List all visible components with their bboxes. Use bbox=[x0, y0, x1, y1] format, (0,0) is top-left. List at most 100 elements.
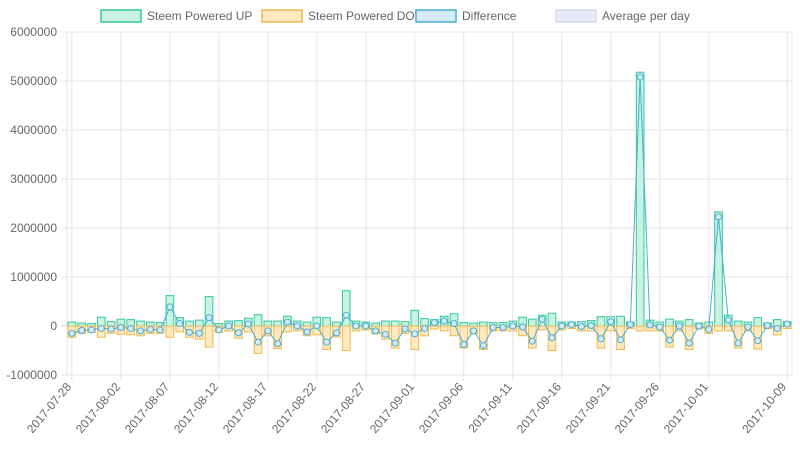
bar-up bbox=[136, 320, 145, 327]
x-tick-label: 2017-09-06 bbox=[416, 380, 466, 436]
difference-point bbox=[205, 314, 213, 322]
bar-down bbox=[341, 325, 351, 351]
legend-swatch-up bbox=[100, 9, 142, 23]
bar-up bbox=[420, 318, 429, 327]
difference-point bbox=[283, 318, 291, 326]
x-tick-label: 2017-09-11 bbox=[465, 380, 515, 436]
difference-point bbox=[666, 336, 674, 344]
difference-point bbox=[558, 322, 566, 330]
x-tick-label: 2017-08-17 bbox=[220, 380, 270, 436]
difference-point bbox=[401, 325, 409, 333]
difference-point bbox=[254, 338, 262, 346]
difference-point bbox=[225, 322, 233, 330]
y-tick-label: 5000000 bbox=[10, 74, 57, 88]
y-tick-label: -1000000 bbox=[6, 368, 57, 382]
legend-label-up: Steem Powered UP bbox=[147, 9, 252, 23]
difference-point bbox=[234, 329, 242, 337]
legend-label-down: Steem Powered DOWN bbox=[308, 9, 435, 23]
bar-up bbox=[253, 314, 263, 327]
bar-up bbox=[263, 320, 273, 327]
x-tick-label: 2017-09-21 bbox=[563, 380, 613, 436]
difference-point bbox=[274, 340, 282, 348]
bar-up bbox=[273, 320, 282, 327]
difference-point bbox=[293, 322, 301, 330]
bar-up bbox=[547, 312, 557, 327]
x-tick-label: 2017-09-16 bbox=[514, 380, 564, 436]
difference-point bbox=[607, 318, 615, 326]
legend-swatch-diff bbox=[415, 9, 457, 23]
difference-point bbox=[773, 324, 781, 332]
bar-down bbox=[410, 325, 420, 351]
bar-up bbox=[194, 319, 204, 327]
difference-point bbox=[323, 338, 331, 346]
difference-point bbox=[695, 322, 703, 330]
bar-up bbox=[596, 316, 606, 327]
bar-down bbox=[684, 325, 694, 351]
difference-point bbox=[577, 322, 585, 330]
y-tick-label: 0 bbox=[50, 319, 57, 333]
x-tick-label: 2017-08-27 bbox=[318, 380, 368, 436]
difference-point bbox=[430, 319, 438, 327]
difference-point bbox=[538, 315, 546, 323]
difference-line bbox=[71, 77, 788, 347]
difference-point bbox=[764, 322, 772, 330]
x-tick-label: 2017-09-26 bbox=[612, 380, 662, 436]
difference-point bbox=[68, 329, 76, 337]
bar-down bbox=[322, 325, 331, 351]
bar-up bbox=[302, 321, 312, 327]
difference-point bbox=[626, 321, 634, 329]
bar-down bbox=[665, 325, 674, 348]
bar-down bbox=[635, 325, 645, 332]
difference-point bbox=[342, 311, 350, 319]
difference-point bbox=[636, 73, 644, 81]
difference-point bbox=[372, 327, 380, 335]
difference-point bbox=[303, 328, 311, 336]
x-tick-label: 2017-08-12 bbox=[171, 380, 221, 436]
y-tick-label: 6000000 bbox=[10, 25, 57, 39]
bar-up bbox=[400, 321, 410, 327]
difference-point bbox=[195, 329, 203, 337]
difference-point bbox=[450, 320, 458, 328]
difference-point bbox=[744, 323, 752, 331]
difference-point bbox=[313, 322, 321, 330]
difference-point bbox=[421, 324, 429, 332]
bar-up bbox=[185, 320, 194, 327]
bar-up bbox=[479, 321, 488, 327]
difference-point bbox=[117, 323, 125, 331]
difference-point bbox=[146, 325, 154, 333]
x-tick-label: 2017-10-01 bbox=[661, 380, 711, 436]
difference-point bbox=[176, 320, 184, 328]
difference-point bbox=[381, 330, 389, 338]
difference-point bbox=[185, 328, 193, 336]
bar-up bbox=[733, 320, 743, 327]
bar-down bbox=[449, 325, 459, 337]
legend-swatch-avg bbox=[555, 9, 597, 23]
difference-point bbox=[156, 326, 164, 334]
difference-point bbox=[166, 303, 174, 311]
y-tick-label: 4000000 bbox=[10, 123, 57, 137]
bar-up bbox=[753, 317, 763, 327]
bar-down bbox=[165, 325, 175, 338]
difference-point bbox=[470, 327, 478, 335]
difference-point bbox=[136, 327, 144, 335]
y-tick-label: 3000000 bbox=[10, 172, 57, 186]
bar-down bbox=[439, 325, 449, 332]
x-tick-label: 2017-10-09 bbox=[739, 380, 789, 436]
legend: Steem Powered UP Steem Powered DOWN Differ… bbox=[100, 9, 690, 23]
difference-point bbox=[97, 324, 105, 332]
bar-up bbox=[714, 211, 723, 327]
bar-up bbox=[322, 317, 331, 327]
bar-up bbox=[234, 320, 243, 327]
difference-point bbox=[352, 322, 360, 330]
difference-point bbox=[528, 337, 536, 345]
difference-point bbox=[685, 339, 693, 347]
series-difference bbox=[68, 73, 791, 350]
difference-point bbox=[499, 323, 507, 331]
bar-up bbox=[616, 315, 625, 327]
difference-point bbox=[646, 321, 654, 329]
x-tick-label: 2017-08-07 bbox=[122, 380, 172, 436]
bar-down bbox=[528, 325, 537, 349]
x-tick-label: 2017-08-22 bbox=[269, 380, 319, 436]
difference-point bbox=[411, 330, 419, 338]
difference-point bbox=[568, 321, 576, 329]
